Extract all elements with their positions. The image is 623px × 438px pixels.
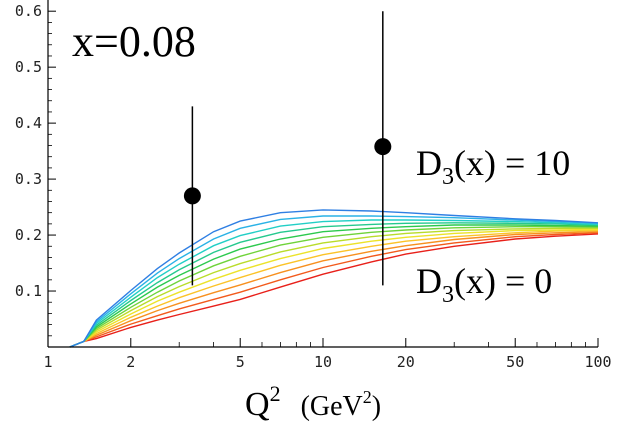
annotation-bottom: D3(x) = 0 (416, 261, 552, 308)
x-axis-label-sup: 2 (270, 381, 281, 406)
x-tick-label: 100 (584, 353, 611, 371)
chart-title: x=0.08 (72, 17, 196, 66)
annotation-top-base: D (416, 143, 442, 183)
y-tick-label: 0.5 (15, 58, 42, 76)
y-tick-label: 0.3 (15, 170, 42, 188)
y-tick-label: 0.1 (15, 282, 42, 300)
curve-series-11 (69, 209, 599, 348)
curve-series-6 (69, 226, 599, 348)
annotation-top-rest: (x) = 10 (454, 143, 570, 183)
curve-series-7 (69, 224, 599, 348)
curve-series-10 (69, 215, 599, 348)
curve-series-9 (69, 219, 599, 348)
curve-series-8 (69, 222, 599, 348)
curve-series-2 (69, 231, 599, 348)
curve-series-1 (69, 232, 599, 348)
curve-series-0 (69, 233, 599, 348)
x-ticks: 1 2 5 10 20 50 100 (43, 338, 612, 371)
x-axis-label-unit-close: ) (372, 391, 381, 422)
curve-series-5 (69, 227, 598, 348)
x-tick-label: 2 (126, 353, 135, 371)
x-axis-label: Q2 (GeV2) (245, 381, 381, 423)
data-point-0 (183, 187, 201, 205)
x-tick-label: 50 (506, 353, 524, 371)
x-axis-label-unit-sup: 2 (363, 387, 372, 407)
x-tick-label: 10 (314, 353, 332, 371)
annotation-bottom-rest: (x) = 0 (454, 261, 552, 301)
annotation-bottom-sub: 3 (442, 282, 454, 308)
x-axis-label-q: Q (245, 386, 270, 423)
x-tick-label: 1 (43, 353, 52, 371)
x-tick-label: 20 (397, 353, 415, 371)
annotation-top-sub: 3 (442, 164, 454, 190)
curves-layer (69, 209, 599, 348)
x-axis-label-unit: (GeV (301, 391, 363, 422)
curve-series-4 (69, 228, 599, 348)
annotation-bottom-base: D (416, 261, 442, 301)
y-ticks: 0.1 0.2 0.3 0.4 0.5 0.6 (15, 2, 56, 337)
y-tick-label: 0.4 (15, 114, 42, 132)
y-tick-label: 0.2 (15, 226, 42, 244)
x-tick-label: 5 (236, 353, 245, 371)
curve-series-3 (69, 229, 599, 348)
error-bars-layer (183, 11, 392, 286)
annotation-top: D3(x) = 10 (416, 143, 570, 190)
y-tick-label: 0.6 (15, 2, 42, 20)
data-point-1 (374, 138, 392, 156)
